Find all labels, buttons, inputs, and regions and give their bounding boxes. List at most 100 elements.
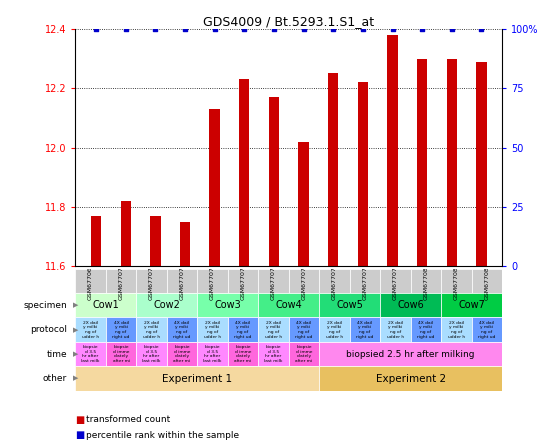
Text: 4X dail
y miki
ng of
right ud: 4X dail y miki ng of right ud [234,321,252,339]
Text: Cow1: Cow1 [93,300,119,310]
Text: 2X dail
y milki
ng of
udder h: 2X dail y milki ng of udder h [387,321,404,339]
Bar [106,269,136,293]
Text: GSM677070: GSM677070 [118,262,123,300]
Text: Cow3: Cow3 [214,300,241,310]
Bar [239,79,249,266]
Bar [75,269,106,293]
Point [92,25,100,32]
Text: GSM677080: GSM677080 [424,262,429,300]
Bar [319,317,350,342]
Bar [380,317,411,342]
Text: 2X dail
y milki
ng of
udder h: 2X dail y milki ng of udder h [448,321,465,339]
Text: transformed count: transformed count [86,415,171,424]
Text: GSM677082: GSM677082 [484,262,489,300]
Bar [350,269,380,293]
Bar [167,269,198,293]
Point [121,25,130,32]
Text: biopsie
d imme
diately
after mi: biopsie d imme diately after mi [234,345,252,363]
Text: GSM677071: GSM677071 [149,262,154,300]
Text: GSM677073: GSM677073 [210,262,215,300]
Bar [350,317,380,342]
Bar [319,366,502,391]
Bar [299,142,309,266]
Text: specimen: specimen [23,301,67,310]
Point [448,25,456,32]
Text: GSM677078: GSM677078 [363,262,368,300]
Point [240,25,249,32]
Bar [121,201,131,266]
Text: 4X dail
y miki
ng of
right ud: 4X dail y miki ng of right ud [357,321,374,339]
Bar [289,269,319,293]
Text: GSM677076: GSM677076 [301,262,306,300]
Text: ■: ■ [75,415,85,424]
Text: other: other [43,374,67,383]
Bar [136,269,167,293]
Bar [472,269,502,293]
Bar [380,293,441,317]
Text: ▶: ▶ [73,302,78,308]
Text: Cow6: Cow6 [397,300,424,310]
Text: GSM677081: GSM677081 [454,262,459,300]
Bar [209,109,220,266]
Bar [106,342,136,366]
Bar [289,342,319,366]
Bar [441,317,472,342]
Text: GSM677072: GSM677072 [180,262,185,300]
Bar [441,293,502,317]
Point [477,25,486,32]
Text: 2X dail
y milki
ng of
udder h: 2X dail y milki ng of udder h [82,321,99,339]
Bar [228,317,258,342]
Text: Cow4: Cow4 [276,300,302,310]
Text: Cow7: Cow7 [458,300,485,310]
Text: ▶: ▶ [73,327,78,333]
Bar [269,97,279,266]
Bar [75,342,106,366]
Text: biopsie
d 3.5
hr after
last milk: biopsie d 3.5 hr after last milk [81,345,100,363]
Bar [106,317,136,342]
Bar [258,293,319,317]
Bar [198,317,228,342]
Bar [75,317,106,342]
Bar [167,317,198,342]
Text: 2X dail
y milki
ng of
udder h: 2X dail y milki ng of udder h [265,321,282,339]
Bar [417,59,427,266]
Text: Experiment 2: Experiment 2 [376,373,446,384]
Bar [319,269,350,293]
Bar [258,342,288,366]
Text: GSM677069: GSM677069 [88,262,93,300]
Text: GSM677079: GSM677079 [393,262,398,300]
Bar [477,62,487,266]
Text: biopsie
d 3.5
hr after
last milk: biopsie d 3.5 hr after last milk [203,345,222,363]
Text: Cow2: Cow2 [153,300,180,310]
Bar [258,269,288,293]
Point [358,25,367,32]
Text: biopsie
d 3.5
hr after
last milk: biopsie d 3.5 hr after last milk [264,345,283,363]
Text: percentile rank within the sample: percentile rank within the sample [86,431,239,440]
Text: 4X dail
y miki
ng of
right ud: 4X dail y miki ng of right ud [478,321,496,339]
Point [181,25,190,32]
Text: ■: ■ [75,430,85,440]
Bar [411,269,441,293]
Point [388,25,397,32]
Bar [91,216,101,266]
Bar [75,366,319,391]
Text: GSM677077: GSM677077 [332,262,337,300]
Bar [136,317,167,342]
Text: 4X dail
y miki
ng of
right ud: 4X dail y miki ng of right ud [295,321,312,339]
Point [210,25,219,32]
Bar [441,269,472,293]
Text: protocol: protocol [30,325,67,334]
Text: biopsie
d imme
diately
after mi: biopsie d imme diately after mi [174,345,191,363]
Bar [75,293,136,317]
Text: Cow5: Cow5 [336,300,363,310]
Text: Experiment 1: Experiment 1 [162,373,232,384]
Text: 2X dail
y milki
ng of
udder h: 2X dail y milki ng of udder h [204,321,221,339]
Bar [228,342,258,366]
Point [151,25,160,32]
Bar [180,222,190,266]
Bar [198,269,228,293]
Text: 2X dail
y milki
ng of
udder h: 2X dail y milki ng of udder h [143,321,160,339]
Bar [328,73,338,266]
Text: time: time [46,349,67,359]
Bar [198,293,258,317]
